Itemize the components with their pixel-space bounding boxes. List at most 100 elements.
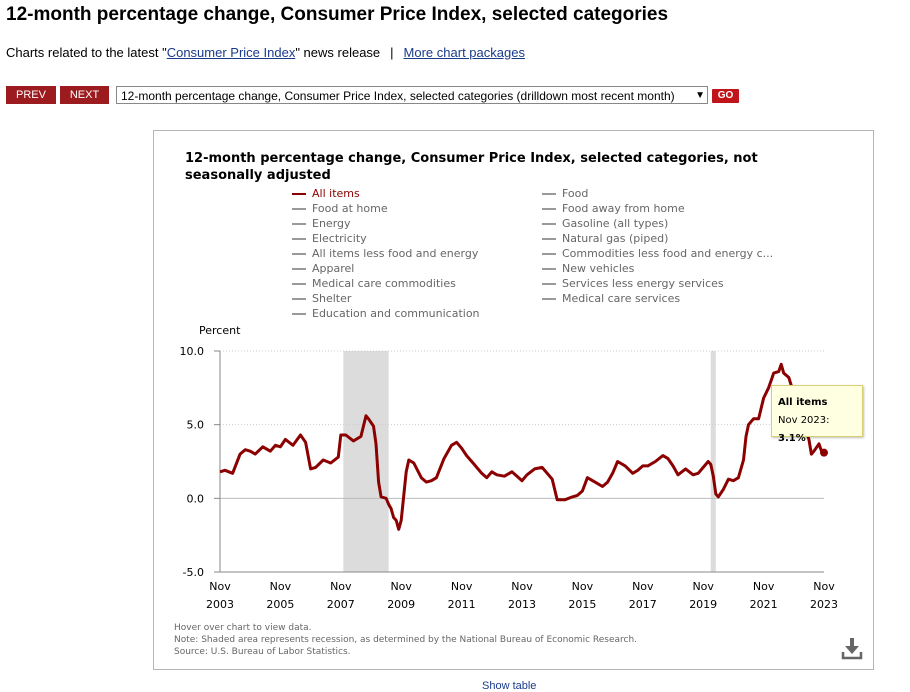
next-button[interactable]: NEXT (60, 86, 109, 104)
related-links: Charts related to the latest "Consumer P… (6, 45, 525, 60)
y-tick-label: 0.0 (187, 492, 205, 505)
legend-label: Medical care commodities (312, 277, 456, 290)
legend-swatch (292, 208, 306, 210)
legend-swatch (292, 313, 306, 315)
page-title: 12-month percentage change, Consumer Pri… (6, 4, 669, 25)
legend-swatch (542, 283, 556, 285)
legend-label: Medical care services (562, 292, 681, 305)
y-tick-label: 10.0 (180, 345, 205, 358)
legend-item[interactable]: Services less energy services (542, 277, 724, 291)
legend-item[interactable]: Commodities less food and energy c... (542, 247, 773, 261)
legend-item[interactable]: Natural gas (piped) (542, 232, 668, 246)
note-source: Source: U.S. Bureau of Labor Statistics. (174, 647, 351, 657)
legend-item[interactable]: All items less food and energy (292, 247, 478, 261)
highlight-point (820, 448, 828, 457)
legend-item[interactable]: Food away from home (542, 202, 685, 216)
legend-swatch (292, 223, 306, 225)
note-recession: Note: Shaded area represents recession, … (174, 635, 638, 645)
legend-label: Food (562, 187, 589, 200)
chart-select[interactable]: 12-month percentage change, Consumer Pri… (116, 86, 708, 104)
legend-item[interactable]: Gasoline (all types) (542, 217, 668, 231)
legend-swatch (292, 298, 306, 300)
legend-label: Commodities less food and energy c... (562, 247, 774, 260)
x-tick-month: Nov (330, 580, 352, 593)
prev-button[interactable]: PREV (6, 86, 56, 104)
note-hover: Hover over chart to view data. (174, 623, 312, 633)
legend-label: Services less energy services (562, 277, 724, 290)
legend-swatch (292, 283, 306, 285)
more-chart-packages-link[interactable]: More chart packages (403, 45, 525, 60)
chart-tooltip: All items Nov 2023: 3.1% (771, 385, 863, 444)
y-axis-label: Percent (199, 324, 241, 337)
legend-item[interactable]: Food (542, 187, 588, 201)
x-tick-year: 2003 (206, 598, 234, 611)
legend-item[interactable]: All items (292, 187, 360, 201)
tooltip-title: All items (778, 397, 828, 408)
x-tick-month: Nov (511, 580, 533, 593)
legend-label: Shelter (312, 292, 352, 305)
x-tick-month: Nov (451, 580, 473, 593)
cpi-link[interactable]: Consumer Price Index (166, 45, 296, 60)
recession-band (710, 351, 716, 572)
x-tick-year: 2019 (689, 598, 717, 611)
tooltip-label: Nov 2023: (778, 415, 830, 426)
legend-item[interactable]: Electricity (292, 232, 367, 246)
x-tick-month: Nov (753, 580, 775, 593)
legend-label: Apparel (312, 262, 355, 275)
x-tick-month: Nov (632, 580, 654, 593)
y-tick-label: -5.0 (183, 566, 204, 579)
x-tick-month: Nov (390, 580, 412, 593)
legend-label: Electricity (312, 232, 367, 245)
related-prefix: Charts related to the latest " (6, 45, 167, 60)
legend-swatch (542, 223, 556, 225)
legend-swatch (542, 253, 556, 255)
legend-swatch (542, 208, 556, 210)
legend-swatch (542, 298, 556, 300)
legend-item[interactable]: Medical care commodities (292, 277, 456, 291)
tooltip-value: 3.1% (778, 433, 806, 444)
show-table-link[interactable]: Show table (482, 680, 537, 692)
x-tick-year: 2017 (629, 598, 657, 611)
legend-label: Gasoline (all types) (562, 217, 669, 230)
download-icon[interactable] (841, 636, 863, 660)
recession-band (343, 351, 389, 572)
legend-item[interactable]: Education and communication (292, 307, 480, 321)
legend-label: New vehicles (562, 262, 635, 275)
legend-item[interactable]: Medical care services (542, 292, 680, 306)
chart-title: 12-month percentage change, Consumer Pri… (185, 151, 758, 183)
x-tick-month: Nov (813, 580, 835, 593)
legend-swatch (542, 238, 556, 240)
legend-item[interactable]: Shelter (292, 292, 351, 306)
legend-swatch (292, 268, 306, 270)
legend-item[interactable]: Energy (292, 217, 351, 231)
series-line-all-items (219, 362, 825, 531)
x-tick-year: 2011 (448, 598, 476, 611)
legend-label: All items less food and energy (312, 247, 479, 260)
chart-notes: Hover over chart to view data. Note: Sha… (174, 622, 637, 658)
legend-item[interactable]: Food at home (292, 202, 388, 216)
legend-label: Energy (312, 217, 351, 230)
separator: | (390, 45, 394, 60)
x-tick-month: Nov (270, 580, 292, 593)
legend-label: Natural gas (piped) (562, 232, 669, 245)
tooltip-row: Nov 2023: 3.1% (778, 412, 856, 448)
x-tick-month: Nov (209, 580, 231, 593)
legend-item[interactable]: Apparel (292, 262, 354, 276)
x-tick-year: 2013 (508, 598, 536, 611)
x-tick-month: Nov (572, 580, 594, 593)
legend-label: All items (312, 187, 360, 200)
x-tick-year: 2023 (810, 598, 838, 611)
legend-item[interactable]: New vehicles (542, 262, 634, 276)
chart-container: 12-month percentage change, Consumer Pri… (153, 130, 874, 670)
legend-label: Food away from home (562, 202, 685, 215)
legend-swatch (292, 253, 306, 255)
x-tick-year: 2007 (327, 598, 355, 611)
x-tick-year: 2009 (387, 598, 415, 611)
chart-select-value: 12-month percentage change, Consumer Pri… (121, 89, 675, 103)
x-tick-year: 2015 (568, 598, 596, 611)
y-tick-label: 5.0 (187, 419, 205, 432)
legend-swatch (542, 193, 556, 195)
chart-plot[interactable]: 10.0 5.0 0.0 -5.0 Nov 2003 Nov 2005 Nov 2007 Nov 20… (154, 131, 875, 671)
go-button[interactable]: GO (712, 89, 739, 103)
legend-label: Education and communication (312, 307, 480, 320)
